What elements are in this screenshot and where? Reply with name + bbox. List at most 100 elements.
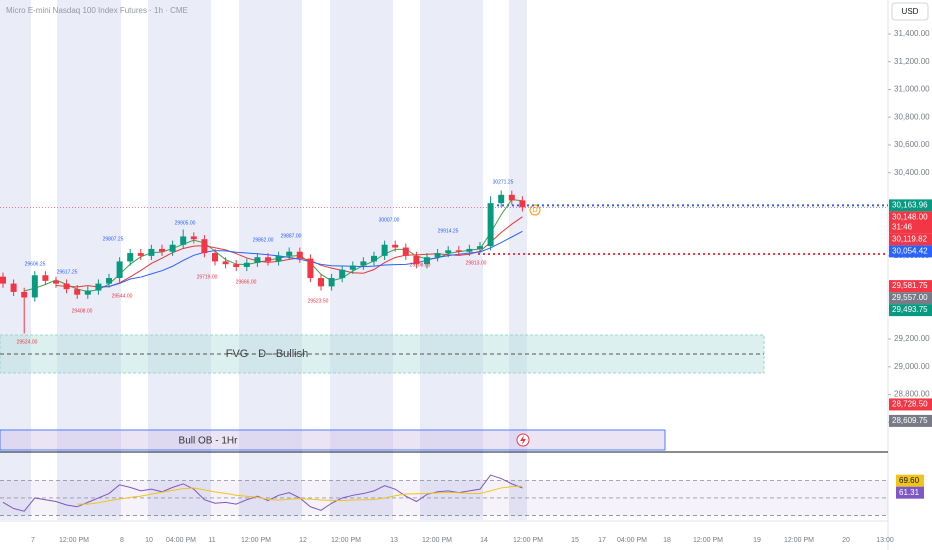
session-band: [330, 0, 393, 520]
price-badge: [889, 292, 932, 305]
candle-body: [455, 250, 462, 252]
pivot-label: 30007.00: [379, 217, 400, 223]
fvg-label: FVG - D - Bullish: [226, 348, 309, 360]
price-badge: [889, 398, 932, 411]
x-tick-label: 12:00 PM: [331, 537, 361, 544]
candle-body: [339, 269, 346, 279]
price-badge: [889, 414, 932, 427]
price-badge: [889, 199, 932, 212]
price-badge: [889, 280, 932, 293]
candle-body: [63, 283, 70, 290]
x-tick-label: 12: [299, 537, 307, 544]
candle-body: [286, 251, 293, 256]
candle-body: [116, 261, 123, 279]
symbol-title: Micro E-mini Nasdaq 100 Index Futures · …: [6, 6, 188, 15]
candle-body: [487, 203, 494, 247]
pivot-label: 29666.00: [236, 279, 257, 285]
candle-body: [466, 248, 473, 252]
x-tick-label: 13: [390, 537, 398, 544]
candle-body: [74, 289, 81, 295]
y-tick-label: 31,400.00: [894, 29, 930, 38]
pivot-label: 29408.00: [72, 308, 93, 314]
candle-body: [413, 255, 420, 265]
x-tick-label: 12:00 PM: [784, 537, 814, 544]
y-tick-label: 29,200.00: [894, 334, 930, 343]
candle-body: [137, 253, 144, 256]
price-badge-label: 30,119.82: [892, 234, 928, 243]
pivot-label: 29523.50: [308, 298, 329, 304]
candle-body: [21, 291, 28, 298]
pivot-label: 30271.25: [493, 179, 514, 185]
pivot-label: 29905.00: [175, 220, 196, 226]
y-tick-label: 31,200.00: [894, 57, 930, 66]
candle-body: [508, 194, 515, 201]
price-badge: [889, 304, 932, 317]
price-badge-label: 28,728.50: [892, 400, 928, 409]
price-badge-label: 29,493.75: [892, 305, 928, 314]
candle-body: [392, 244, 399, 248]
x-tick-label: 14: [480, 537, 488, 544]
y-tick-label: 31,000.00: [894, 85, 930, 94]
candle-body: [318, 278, 324, 287]
candle-body: [360, 261, 367, 266]
candle-body: [519, 200, 526, 208]
candle-body: [424, 257, 430, 265]
y-tick-label: 28,800.00: [894, 390, 930, 399]
candle-body: [349, 265, 356, 270]
price-badge-label: 30,163.96: [892, 200, 928, 209]
x-tick-label: 10: [145, 537, 153, 544]
candle-body: [434, 253, 441, 258]
y-tick-label: 30,600.00: [894, 140, 930, 149]
currency-button[interactable]: [891, 2, 929, 21]
candle-body: [201, 239, 208, 254]
candle-body: [169, 244, 176, 252]
currency[interactable]: USD: [902, 7, 919, 16]
candle-body: [265, 257, 271, 262]
y-tick-label: 30,800.00: [894, 112, 930, 121]
pivot-label: 29544.00: [112, 293, 133, 299]
candle-body: [106, 278, 112, 284]
pivot-label: 29719.00: [197, 274, 218, 280]
candle-body: [212, 253, 218, 262]
pivot-label: 29862.00: [253, 237, 274, 243]
candle-body: [243, 262, 250, 267]
price-badge: [889, 233, 932, 246]
candle-body: [10, 283, 17, 292]
bull-ob-zone[interactable]: [0, 429, 666, 451]
candle-body: [296, 251, 303, 259]
candle-body: [402, 247, 409, 256]
candle-body: [0, 276, 6, 284]
price-badge-label: 30,054.42: [892, 246, 928, 255]
candle-body: [53, 280, 59, 284]
x-tick-label: 7: [31, 537, 35, 544]
pivot-label: 29524.00: [17, 339, 38, 345]
y-tick-label: 29,000.00: [894, 362, 930, 371]
x-tick-label: 12:00 PM: [693, 537, 723, 544]
candle-body: [180, 236, 187, 245]
session-band: [420, 0, 483, 520]
pivot-label: 29813.00: [466, 260, 487, 266]
x-tick-label: 12:00 PM: [59, 537, 89, 544]
session-band: [0, 0, 31, 520]
alert-bolt: [520, 435, 526, 445]
x-tick-label: 12:00 PM: [422, 537, 452, 544]
ob-label: Bull OB - 1Hr: [179, 436, 239, 447]
x-tick-label: 8: [120, 537, 124, 544]
x-tick-label: 04:00 PM: [166, 537, 196, 544]
session-band: [57, 0, 121, 520]
candle-body: [233, 264, 240, 267]
candle-body: [31, 275, 38, 298]
candle-body: [328, 278, 335, 287]
candle-body: [222, 261, 229, 265]
price-badge-label: 30,148.00: [892, 212, 928, 221]
rsi-badge-label: 69.60: [899, 476, 920, 485]
candle-body: [42, 275, 49, 281]
session-band: [509, 0, 527, 520]
candle-body: [127, 253, 134, 262]
x-tick-label: 12:00 PM: [513, 537, 543, 544]
x-tick-label: 17: [598, 537, 606, 544]
price-badge-label: 28,609.75: [892, 416, 928, 425]
event-icon: D: [532, 207, 537, 214]
candle-body: [477, 246, 483, 249]
